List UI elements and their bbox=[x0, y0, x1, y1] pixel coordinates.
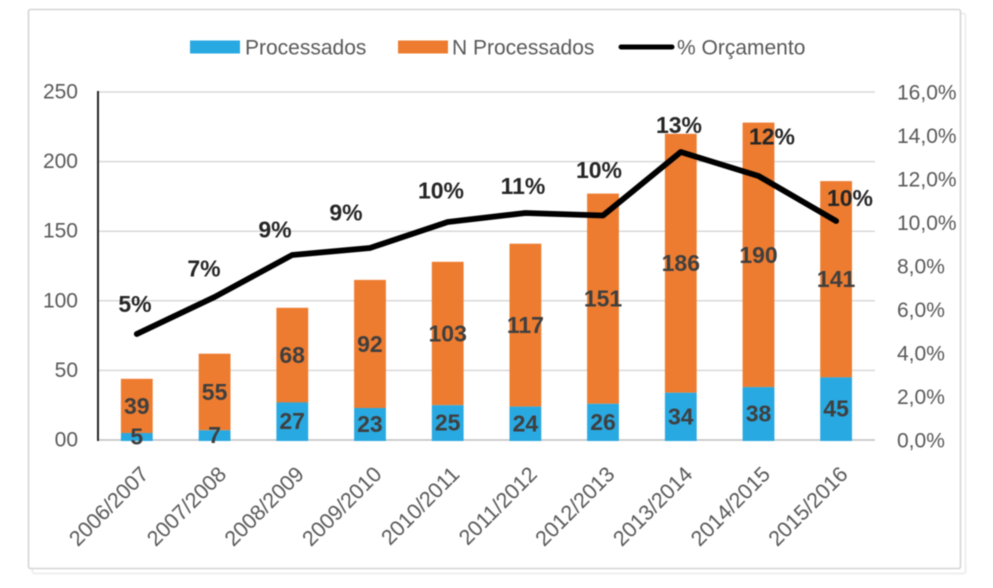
svg-text:190: 190 bbox=[739, 242, 777, 268]
svg-text:14,0%: 14,0% bbox=[897, 125, 957, 148]
svg-text:10%: 10% bbox=[576, 157, 622, 183]
svg-text:8,0%: 8,0% bbox=[897, 256, 945, 279]
svg-text:11%: 11% bbox=[501, 173, 546, 199]
svg-text:250: 250 bbox=[43, 81, 78, 104]
svg-text:55: 55 bbox=[202, 379, 228, 405]
svg-text:N Processados: N Processados bbox=[452, 37, 594, 60]
svg-text:50: 50 bbox=[55, 359, 78, 382]
svg-text:9%: 9% bbox=[258, 217, 291, 243]
svg-text:00: 00 bbox=[55, 429, 78, 452]
svg-text:38: 38 bbox=[746, 401, 772, 427]
svg-text:24: 24 bbox=[513, 410, 539, 436]
svg-text:6,0%: 6,0% bbox=[897, 299, 945, 322]
svg-text:7: 7 bbox=[208, 422, 221, 448]
svg-text:150: 150 bbox=[43, 220, 78, 243]
svg-text:103: 103 bbox=[429, 321, 467, 347]
svg-text:2,0%: 2,0% bbox=[897, 386, 945, 409]
svg-text:23: 23 bbox=[357, 411, 383, 437]
svg-text:10%: 10% bbox=[827, 185, 873, 211]
svg-text:141: 141 bbox=[817, 266, 856, 292]
svg-text:10%: 10% bbox=[418, 177, 464, 203]
svg-text:39: 39 bbox=[124, 393, 150, 419]
svg-text:5: 5 bbox=[130, 424, 143, 450]
svg-text:25: 25 bbox=[435, 410, 461, 436]
svg-text:9%: 9% bbox=[329, 199, 362, 225]
svg-text:Processados: Processados bbox=[245, 37, 366, 60]
svg-text:10,0%: 10,0% bbox=[897, 212, 957, 235]
svg-text:27: 27 bbox=[279, 408, 305, 434]
svg-text:117: 117 bbox=[507, 312, 544, 338]
svg-text:16,0%: 16,0% bbox=[897, 82, 957, 105]
svg-text:45: 45 bbox=[823, 396, 849, 422]
svg-text:12,0%: 12,0% bbox=[897, 169, 957, 192]
svg-text:4,0%: 4,0% bbox=[897, 343, 945, 366]
svg-text:92: 92 bbox=[357, 331, 383, 357]
svg-text:100: 100 bbox=[43, 289, 78, 312]
svg-text:26: 26 bbox=[590, 409, 616, 435]
svg-text:% Orçamento: % Orçamento bbox=[677, 37, 805, 60]
svg-text:200: 200 bbox=[43, 150, 78, 173]
svg-text:5%: 5% bbox=[118, 291, 151, 317]
svg-text:34: 34 bbox=[668, 403, 694, 429]
svg-text:13%: 13% bbox=[656, 112, 702, 138]
svg-text:0,0%: 0,0% bbox=[897, 430, 945, 453]
svg-text:68: 68 bbox=[279, 342, 305, 368]
svg-text:7%: 7% bbox=[187, 256, 220, 282]
svg-text:151: 151 bbox=[584, 286, 623, 312]
svg-text:186: 186 bbox=[662, 250, 700, 276]
svg-text:12%: 12% bbox=[749, 124, 795, 150]
